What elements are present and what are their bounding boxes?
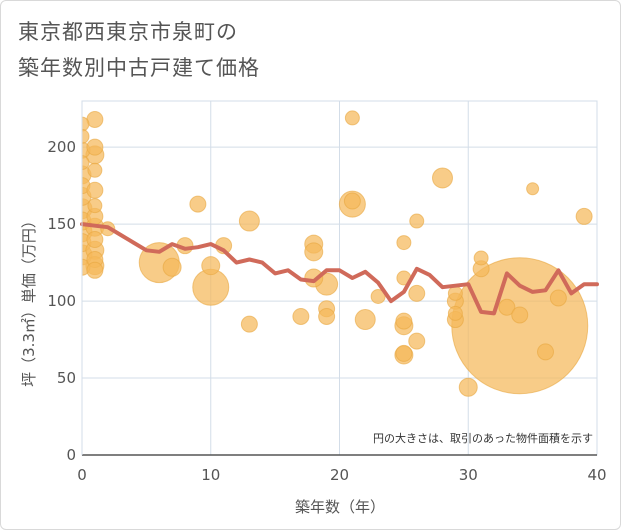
data-point xyxy=(82,116,90,132)
y-tick-label: 50 xyxy=(57,369,76,387)
axes: 0 50 100 150 200 0 10 20 30 40 xyxy=(47,101,607,484)
size-note: 円の大きさは、取引のあった物件面積を示す xyxy=(373,431,593,445)
bubble-series xyxy=(82,110,593,397)
data-point xyxy=(408,332,426,350)
x-tick-label: 0 xyxy=(77,466,87,484)
data-point xyxy=(344,110,360,126)
data-point xyxy=(447,285,463,301)
data-point xyxy=(473,250,489,266)
data-point xyxy=(395,312,413,330)
data-point xyxy=(575,207,593,225)
data-point xyxy=(86,181,104,199)
x-axis-label: 築年数（年） xyxy=(295,498,385,516)
data-point xyxy=(238,210,260,232)
x-tick-label: 30 xyxy=(459,466,478,484)
data-point xyxy=(318,307,336,325)
data-point xyxy=(408,284,426,302)
y-axis-label: 坪（3.3㎡）単価（万円） xyxy=(20,213,38,387)
data-point xyxy=(343,192,361,210)
data-point xyxy=(447,305,463,321)
data-point xyxy=(86,231,104,249)
data-point xyxy=(201,256,221,276)
data-point xyxy=(451,257,589,395)
chart-title-line-1: 東京都西東京市泉町の xyxy=(18,20,238,44)
data-point xyxy=(86,261,104,279)
data-point xyxy=(292,307,310,325)
data-point xyxy=(537,343,554,361)
data-point xyxy=(549,289,567,307)
data-point xyxy=(458,377,478,397)
data-point xyxy=(370,288,386,304)
data-point xyxy=(189,195,207,213)
data-point xyxy=(511,306,529,324)
data-point xyxy=(526,182,540,196)
data-point xyxy=(86,138,104,156)
data-point xyxy=(82,155,90,171)
data-point xyxy=(87,162,103,178)
y-tick-label: 150 xyxy=(47,215,76,233)
data-point xyxy=(87,198,103,214)
y-tick-label: 0 xyxy=(66,446,76,464)
data-point xyxy=(240,315,258,333)
data-point xyxy=(432,167,453,189)
data-point xyxy=(396,235,412,251)
data-point xyxy=(304,242,324,262)
data-point xyxy=(409,213,425,229)
data-point xyxy=(395,344,413,362)
y-tick-label: 200 xyxy=(47,138,76,156)
x-tick-label: 10 xyxy=(201,466,220,484)
trend-line xyxy=(80,222,599,316)
chart-title-line-2: 築年数別中古戸建て価格 xyxy=(18,56,260,80)
data-point xyxy=(498,298,516,316)
data-point xyxy=(162,257,182,277)
y-tick-label: 100 xyxy=(47,292,76,310)
x-tick-label: 20 xyxy=(330,466,349,484)
x-tick-label: 40 xyxy=(587,466,606,484)
chart-title: 東京都西東京市泉町の 築年数別中古戸建て価格 xyxy=(18,14,260,86)
data-point xyxy=(82,128,90,144)
data-point xyxy=(354,309,376,331)
trend-line-group xyxy=(80,222,599,316)
